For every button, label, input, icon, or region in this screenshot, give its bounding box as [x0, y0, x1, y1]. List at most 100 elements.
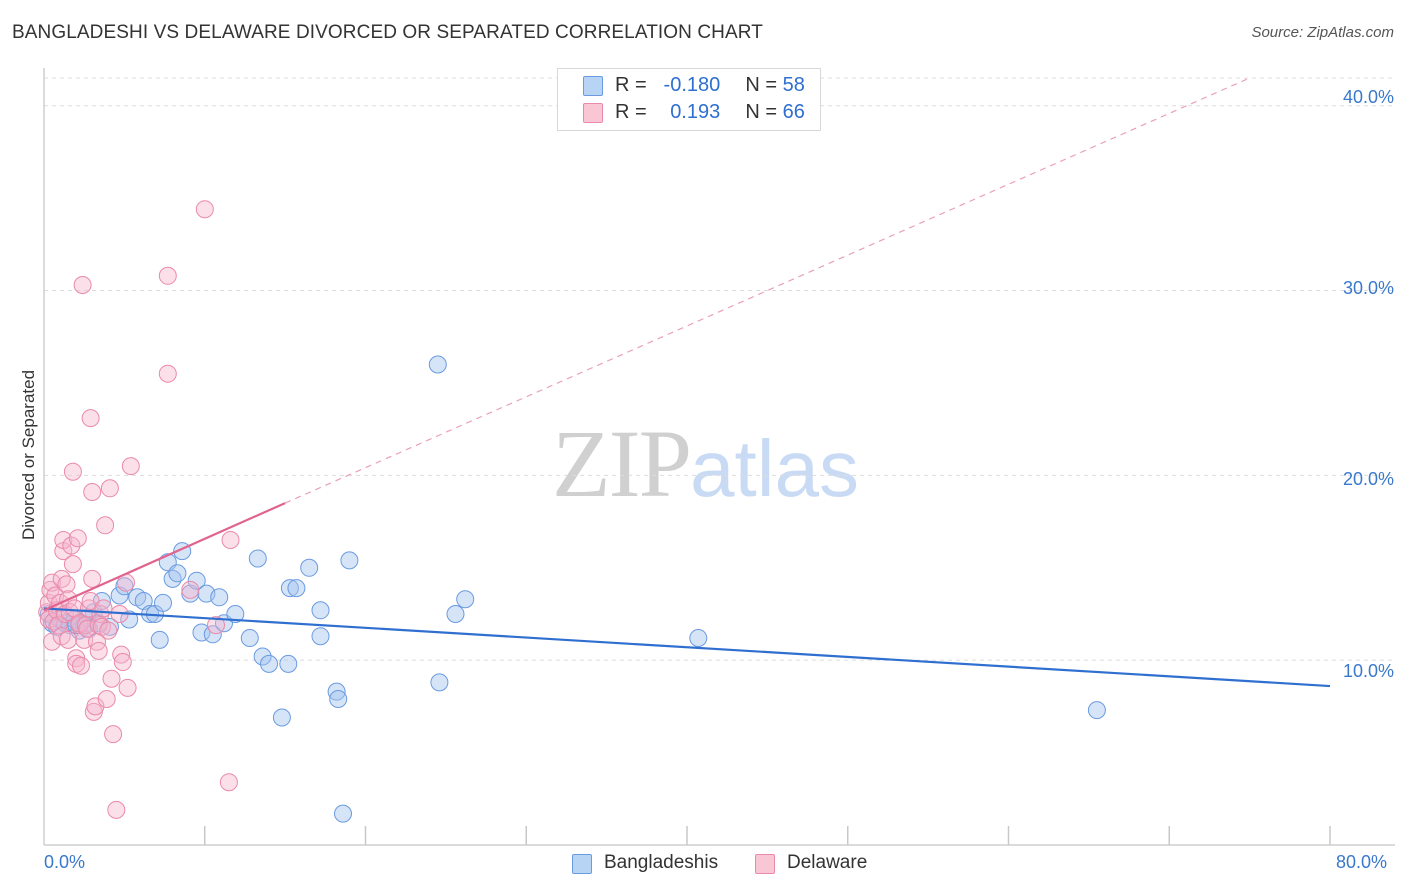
y-tick-label-30: 30.0% [1342, 278, 1394, 298]
delaware-point-51 [102, 669, 121, 688]
y-tick-label-10: 10.0% [1342, 661, 1394, 681]
legend-swatch-pink [583, 103, 603, 123]
bangladeshi-point-20 [154, 593, 172, 612]
delaware-point-58 [118, 678, 137, 697]
y-tick-label-40: 40.0% [1342, 87, 1394, 107]
source-credit: Source: ZipAtlas.com [1251, 24, 1394, 41]
delaware-point-52 [104, 725, 123, 744]
chart-title: BANGLADESHI VS DELAWARE DIVORCED OR SEPA… [12, 22, 763, 43]
delaware-point-44 [91, 605, 110, 623]
delaware-point-60 [158, 364, 177, 383]
delaware-point-16 [57, 575, 76, 594]
bottom-legend-swatch-blue [572, 854, 592, 874]
bangladeshi-point-37 [272, 708, 291, 727]
delaware-point-59 [121, 457, 140, 476]
delaware-point-62 [181, 580, 200, 599]
bottom-legend-label: Delaware [787, 852, 868, 873]
bangladeshi-point-40 [287, 579, 306, 598]
x-tick-label-max: 80.0% [1336, 852, 1388, 872]
delaware-point-3 [41, 580, 60, 599]
bangladeshi-point-35 [253, 647, 272, 666]
delaware-trend-line [43, 502, 286, 612]
bangladeshi-point-51 [456, 590, 475, 609]
delaware-point-21 [63, 555, 82, 574]
bangladeshi-point-16 [134, 592, 153, 610]
delaware-point-65 [221, 531, 240, 549]
bangladeshi-point-19 [150, 630, 169, 649]
bangladeshi-point-49 [430, 673, 449, 692]
x-tick-label-min: 0.0% [44, 852, 86, 872]
delaware-point-55 [112, 645, 131, 664]
delaware-point-5 [43, 632, 61, 651]
bangladeshi-point-43 [311, 627, 330, 646]
bangladeshi-point-52 [689, 629, 708, 647]
delaware-point-66 [219, 773, 238, 792]
delaware-point-22 [63, 462, 82, 481]
delaware-point-64 [207, 616, 225, 635]
watermark: ZIPatlas [552, 408, 859, 519]
delaware-point-20 [62, 536, 81, 555]
bangladeshi-point-41 [300, 558, 319, 577]
watermark-atlas: atlas [690, 424, 859, 513]
bangladeshi-trend-line [43, 607, 1331, 688]
delaware-point-30 [73, 276, 92, 294]
legend-r-value: -0.180 [663, 74, 721, 96]
delaware-point-43 [89, 616, 108, 635]
legend-n-label: N = [745, 101, 778, 123]
legend-r-value: 0.193 [670, 101, 721, 123]
delaware-point-61 [158, 266, 177, 285]
delaware-point-63 [195, 200, 214, 219]
bangladeshi-point-23 [168, 564, 187, 583]
legend-r-label: R = [615, 74, 647, 96]
delaware-point-49 [99, 621, 118, 640]
delaware-point-56 [113, 653, 132, 671]
bangladeshi-point-53 [1087, 701, 1106, 720]
legend-n-value: 66 [782, 101, 805, 123]
delaware-point-17 [59, 630, 78, 649]
bangladeshi-point-14 [120, 610, 139, 629]
delaware-point-36 [81, 409, 100, 428]
delaware-point-34 [80, 599, 98, 618]
delaware-point-6 [44, 612, 63, 631]
delaware-point-47 [96, 516, 115, 535]
bangladeshi-point-30 [210, 588, 229, 607]
delaware-point-33 [78, 619, 97, 638]
watermark-zip: ZIP [552, 410, 692, 517]
delaware-point-40 [86, 697, 105, 716]
legend-n-value: 58 [782, 74, 805, 96]
bangladeshi-point-38 [279, 654, 298, 673]
bottom-legend-swatch-pink [755, 854, 775, 874]
delaware-point-29 [72, 656, 90, 675]
delaware-point-37 [83, 483, 102, 501]
bangladeshi-point-42 [311, 601, 330, 620]
bangladeshi-point-48 [428, 355, 447, 374]
delaware-point-9 [49, 616, 68, 635]
bangladeshi-point-22 [163, 569, 182, 588]
delaware-point-46 [94, 599, 113, 618]
bangladeshi-point-46 [334, 804, 352, 823]
bangladeshi-point-50 [446, 605, 465, 623]
bangladeshi-point-47 [340, 551, 359, 570]
legend-r-label: R = [615, 101, 647, 123]
delaware-point-23 [65, 599, 84, 618]
delaware-point-48 [97, 690, 116, 708]
bangladeshi-point-34 [248, 549, 267, 568]
bangladeshi-point-44 [327, 682, 346, 701]
bangladeshi-point-32 [226, 605, 245, 623]
bottom-legend-label: Bangladeshis [604, 852, 719, 873]
delaware-point-38 [83, 569, 102, 588]
bangladeshi-point-26 [187, 571, 206, 590]
bangladeshi-point-36 [260, 654, 278, 673]
correlation-legend: R = -0.180 N = 58 R = 0.193 N = 66 [557, 68, 821, 131]
delaware-point-53 [107, 800, 126, 819]
y-tick-label-20: 20.0% [1342, 469, 1394, 489]
bangladeshi-point-27 [192, 623, 211, 642]
legend-n-label: N = [745, 74, 778, 96]
delaware-point-26 [68, 529, 87, 548]
bangladeshi-point-45 [329, 690, 348, 708]
delaware-point-11 [52, 569, 71, 588]
delaware-point-42 [89, 641, 108, 660]
legend-swatch-blue [583, 76, 603, 96]
bangladeshi-point-39 [280, 579, 299, 598]
